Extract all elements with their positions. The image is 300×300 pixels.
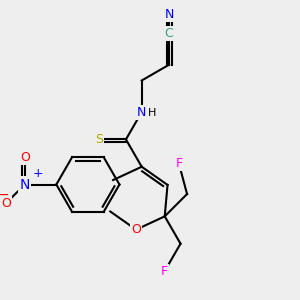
Text: N: N (20, 178, 30, 191)
Text: S: S (95, 133, 103, 146)
Text: +: + (33, 167, 43, 180)
Text: F: F (175, 157, 182, 170)
Text: O: O (20, 151, 30, 164)
Text: F: F (161, 265, 168, 278)
Text: −: − (0, 188, 10, 202)
Text: N: N (164, 8, 174, 21)
Text: N: N (137, 106, 146, 118)
Text: H: H (147, 108, 156, 118)
Text: O: O (131, 223, 141, 236)
Text: O: O (1, 197, 11, 210)
Text: C: C (165, 27, 173, 40)
